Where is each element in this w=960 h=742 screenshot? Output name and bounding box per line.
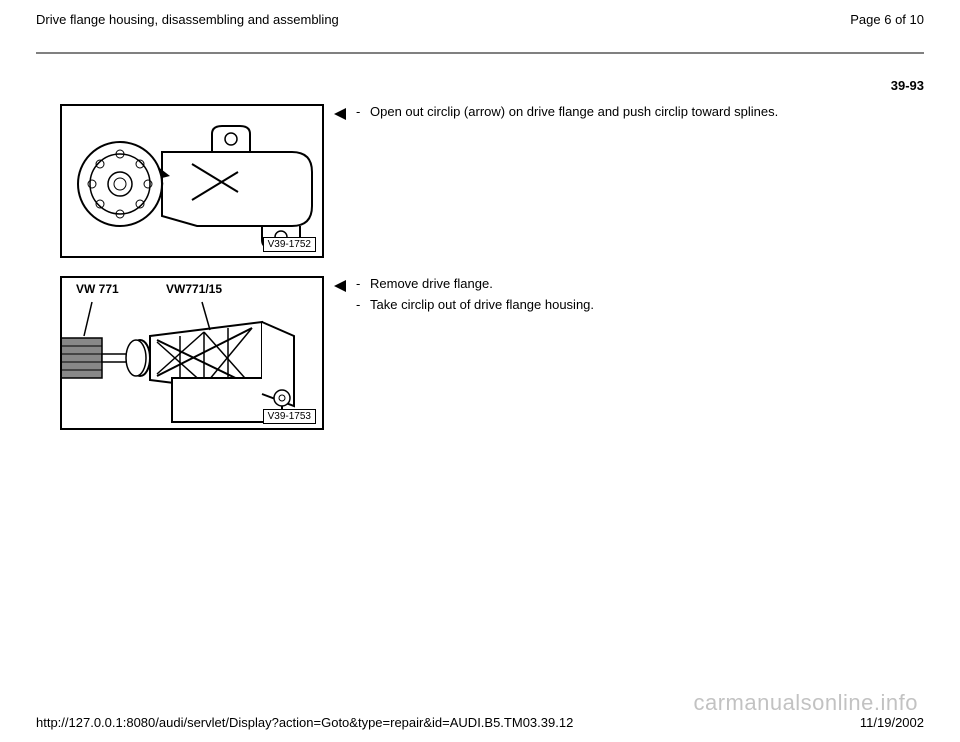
bullet-dash: - (356, 104, 370, 119)
content-area: V39-1752 - Open out circlip (arrow) on d… (60, 104, 900, 448)
section-number: 39-93 (891, 78, 924, 93)
footer-date: 11/19/2002 (860, 715, 924, 730)
figure-1-ref: V39-1752 (263, 237, 316, 252)
bullet-item: - Open out circlip (arrow) on drive flan… (356, 104, 900, 119)
step-row: VW 771 VW771/15 V39-1753 - Remove drive … (60, 276, 900, 430)
pointer-arrow (324, 276, 356, 294)
bullet-item: - Take circlip out of drive flange housi… (356, 297, 900, 312)
header-page-indicator: Page 6 of 10 (850, 12, 924, 27)
bullet-text: Open out circlip (arrow) on drive flange… (370, 104, 900, 119)
tool-label-1: VW 771 (76, 282, 119, 296)
watermark-text: carmanualsonline.info (693, 690, 918, 716)
figure-1-svg (62, 106, 322, 256)
header-rule (36, 52, 924, 54)
figure-1: V39-1752 (60, 104, 324, 258)
bullet-item: - Remove drive flange. (356, 276, 900, 291)
triangle-left-icon (332, 278, 348, 294)
pointer-arrow (324, 104, 356, 122)
figure-2: VW 771 VW771/15 V39-1753 (60, 276, 324, 430)
step-1-text: - Open out circlip (arrow) on drive flan… (356, 104, 900, 125)
triangle-left-icon (332, 106, 348, 122)
step-2-text: - Remove drive flange. - Take circlip ou… (356, 276, 900, 318)
footer-url: http://127.0.0.1:8080/audi/servlet/Displ… (36, 715, 573, 730)
bullet-text: Remove drive flange. (370, 276, 900, 291)
tool-label-2: VW771/15 (166, 282, 222, 296)
bullet-dash: - (356, 297, 370, 312)
step-row: V39-1752 - Open out circlip (arrow) on d… (60, 104, 900, 258)
header-title: Drive flange housing, disassembling and … (36, 12, 339, 27)
page-header: Drive flange housing, disassembling and … (36, 12, 924, 27)
bullet-dash: - (356, 276, 370, 291)
figure-2-svg (62, 278, 322, 428)
figure-2-ref: V39-1753 (263, 409, 316, 424)
bullet-text: Take circlip out of drive flange housing… (370, 297, 900, 312)
